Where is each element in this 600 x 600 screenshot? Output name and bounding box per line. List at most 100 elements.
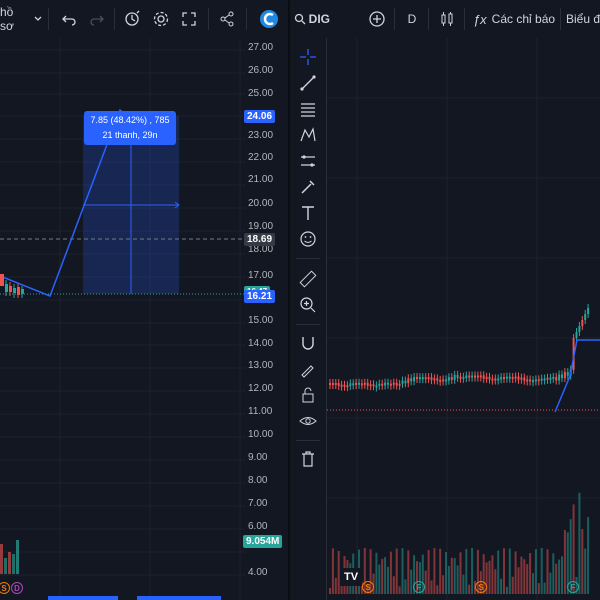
redo-button[interactable] <box>84 0 110 38</box>
layout-label: hồ sơ <box>0 5 14 33</box>
range-scroll-handle[interactable] <box>48 596 118 600</box>
divider <box>246 8 247 30</box>
volume-bar <box>337 550 340 594</box>
symbol-label: DIG <box>308 12 330 26</box>
smiley-icon <box>300 231 316 247</box>
split-event-badge[interactable]: S <box>362 581 374 593</box>
divider <box>296 258 320 259</box>
price-axis-tick: 7.00 <box>248 498 268 509</box>
app-logo-button[interactable] <box>254 0 284 38</box>
visibility-tool[interactable] <box>290 408 326 434</box>
trend-line-tool[interactable] <box>290 70 326 96</box>
range-scroll-handle[interactable] <box>137 596 221 600</box>
volume-bar <box>534 549 537 594</box>
candle-body <box>482 375 485 379</box>
candle-body <box>555 376 558 381</box>
price-axis-tick: 21.00 <box>248 174 274 185</box>
candle-body <box>398 383 401 386</box>
candles-icon <box>441 12 453 26</box>
volume-bar <box>404 579 407 594</box>
volume-bar <box>410 569 413 594</box>
volume-bar <box>552 553 555 594</box>
candle-body <box>413 376 416 382</box>
share-button[interactable] <box>214 0 240 38</box>
financials-event-badge[interactable]: F <box>567 581 579 593</box>
split-event-badge[interactable]: S <box>0 582 10 594</box>
candle-body <box>450 377 453 380</box>
icon-tool[interactable] <box>290 226 326 252</box>
price-axis-tick: 8.00 <box>248 475 268 486</box>
brush-tool[interactable] <box>290 174 326 200</box>
volume-bar <box>529 553 532 594</box>
candle-body <box>410 378 413 382</box>
candle-body <box>453 374 456 380</box>
right-chart-panel[interactable]: TV S F S F <box>327 38 600 600</box>
pattern-tool[interactable] <box>290 122 326 148</box>
ruler-tool[interactable] <box>290 266 326 292</box>
trend-line-icon <box>300 75 316 91</box>
interval-button[interactable]: D <box>400 0 424 38</box>
candle-body <box>578 326 581 332</box>
divider <box>208 8 209 30</box>
candle-body <box>500 377 503 380</box>
top-toolbar: hồ sơ DIG D ƒx Các chỉ báo <box>0 0 600 39</box>
chart-type-menu[interactable]: Biểu đ <box>566 0 600 38</box>
financials-event-badge[interactable]: F <box>413 581 425 593</box>
price-axis-tick: 10.00 <box>248 429 274 440</box>
candle-body <box>479 375 482 378</box>
candle-body <box>549 377 552 380</box>
alert-button[interactable] <box>120 0 146 38</box>
volume-bar <box>369 549 372 594</box>
zoom-tool[interactable] <box>290 292 326 318</box>
right-chart-canvas[interactable] <box>327 38 600 600</box>
volume-bar <box>563 529 566 594</box>
candle-body <box>334 383 337 386</box>
left-chart-canvas[interactable] <box>0 38 288 600</box>
left-chart-panel[interactable]: 27.00 26.00 25.00 23.00 22.00 21.00 20.00 19.00… <box>0 38 288 600</box>
text-tool[interactable] <box>290 200 326 226</box>
volume-bar <box>491 555 494 594</box>
candle-body <box>537 379 540 382</box>
pencil-lock-icon <box>301 365 314 378</box>
dividend-event-badge[interactable]: D <box>11 582 23 594</box>
volume-bar <box>331 548 334 594</box>
price-axis-tick: 12.00 <box>248 383 274 394</box>
indicators-button[interactable]: ƒx Các chỉ báo <box>472 0 556 38</box>
candle-body <box>497 378 500 381</box>
remove-drawings-tool[interactable] <box>290 446 326 472</box>
candle-body <box>552 376 555 379</box>
symbol-search[interactable]: DIG <box>294 0 330 38</box>
candle-body <box>349 383 352 386</box>
right-price-candles <box>329 304 590 392</box>
volume-bar <box>494 569 497 594</box>
fullscreen-button[interactable] <box>176 0 202 38</box>
magnet-tool[interactable] <box>290 330 326 356</box>
layout-menu[interactable]: hồ sơ <box>0 0 42 38</box>
compare-button[interactable] <box>364 0 390 38</box>
gear-icon <box>153 11 169 27</box>
settings-button[interactable] <box>148 0 174 38</box>
lock-tool[interactable] <box>290 382 326 408</box>
volume-bar <box>555 563 558 594</box>
candle-body <box>540 378 543 381</box>
volume-bar <box>442 575 445 594</box>
volume-bar <box>503 548 505 594</box>
fib-tool[interactable] <box>290 96 326 122</box>
divider <box>114 8 115 30</box>
undo-button[interactable] <box>56 0 82 38</box>
stay-drawing-tool[interactable] <box>290 356 326 382</box>
candle-body <box>346 385 349 388</box>
candle-body <box>447 377 450 381</box>
volume-bar <box>375 552 378 594</box>
tradingview-logo[interactable]: TV <box>340 568 362 586</box>
right-projection-line[interactable] <box>554 339 600 413</box>
split-event-badge[interactable]: S <box>475 581 487 593</box>
candle-body <box>587 308 590 314</box>
redo-icon <box>90 15 104 26</box>
chart-style-button[interactable] <box>434 0 460 38</box>
volume-bar <box>558 559 561 594</box>
prediction-tool[interactable] <box>290 148 326 174</box>
candle-body <box>456 374 459 378</box>
volume-bar <box>401 548 404 594</box>
crosshair-tool[interactable] <box>290 44 326 70</box>
